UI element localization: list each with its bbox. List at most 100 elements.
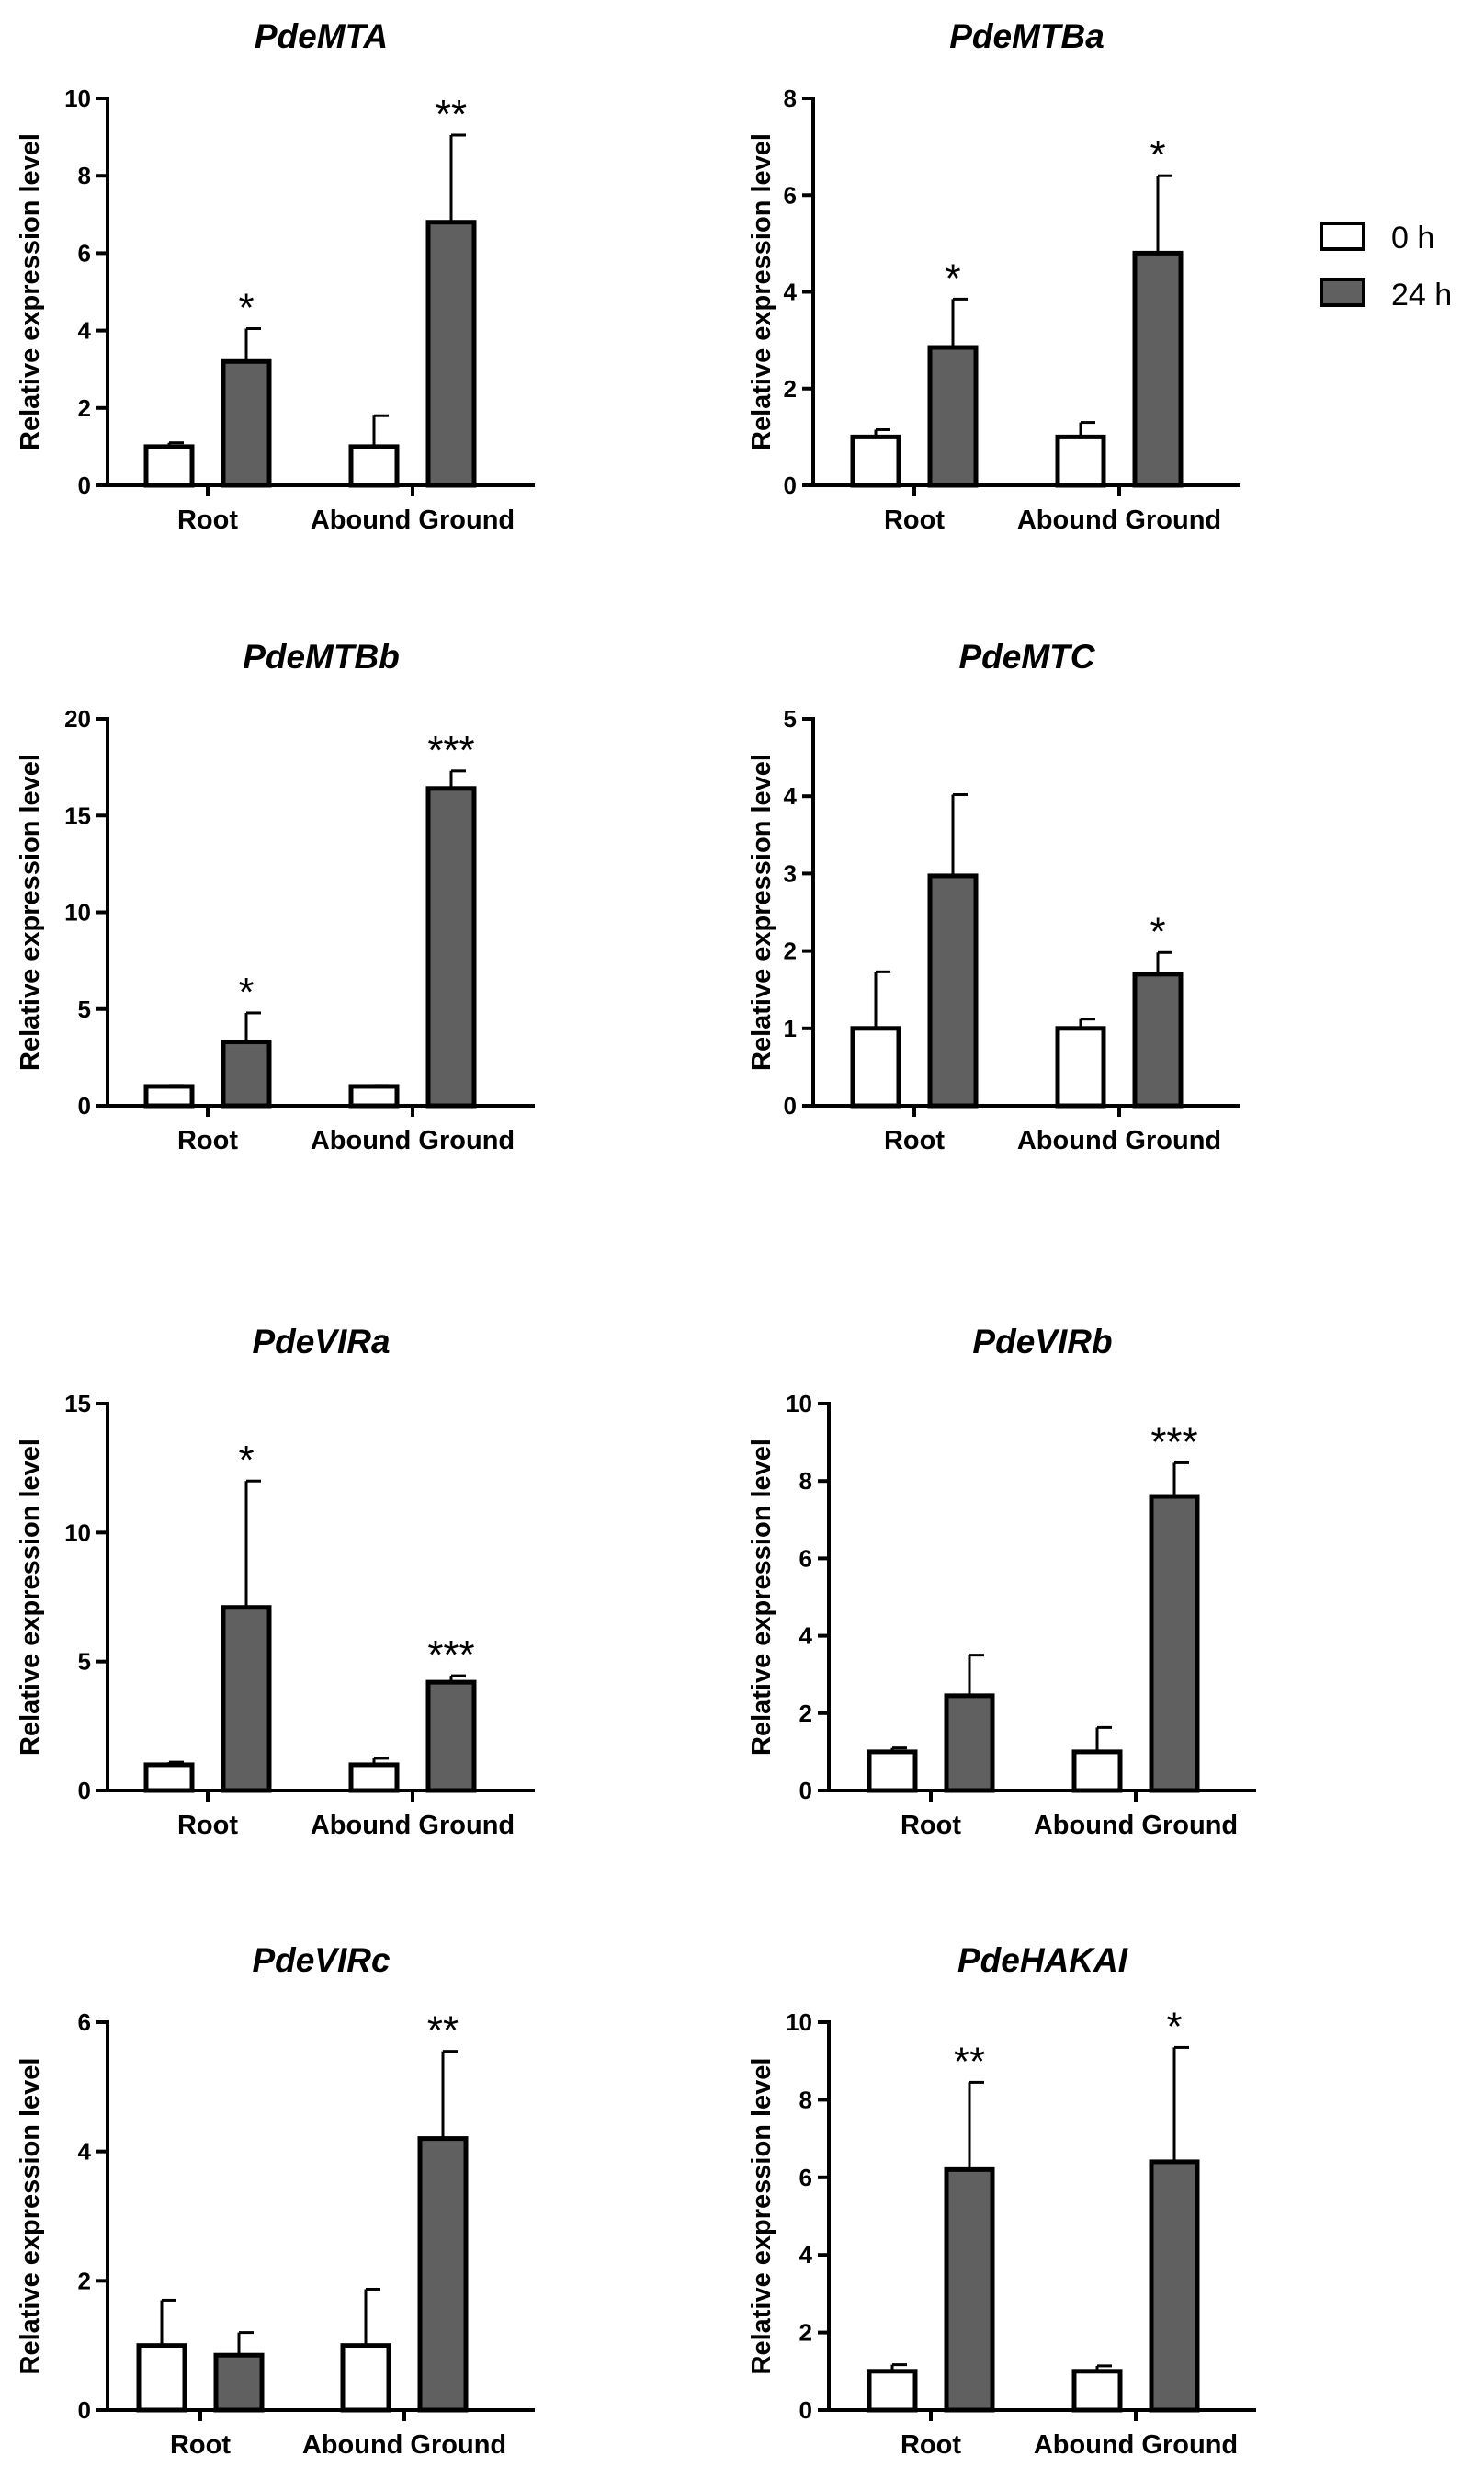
y-tick-label: 0	[78, 1092, 91, 1120]
bar-24h	[927, 873, 979, 1109]
bar-0h	[143, 1762, 195, 1793]
bar-24h	[425, 1679, 477, 1793]
bar-24h	[221, 358, 272, 488]
significance-mark: *	[945, 256, 960, 301]
bar-0h	[1055, 1026, 1106, 1109]
y-tick-label: 2	[799, 2319, 812, 2347]
significance-mark: **	[436, 92, 467, 137]
significance-mark: ***	[427, 1632, 474, 1677]
y-tick-label: 15	[64, 1390, 91, 1417]
y-tick-label: 4	[784, 782, 798, 810]
y-tick-label: 10	[64, 1518, 91, 1546]
significance-mark: *	[238, 970, 254, 1015]
y-tick-label: 20	[64, 705, 91, 733]
y-axis-label: Relative expression level	[747, 754, 776, 1071]
y-tick-label: 8	[784, 85, 797, 112]
bar-24h	[425, 786, 477, 1109]
x-tick-label: Root	[884, 1126, 945, 1155]
legend: 0 h 24 h	[1320, 221, 1452, 313]
legend-label-24h: 24 h	[1391, 278, 1452, 313]
y-tick-label: 2	[784, 375, 797, 403]
bar-0h	[340, 2343, 391, 2413]
chart-panel-pdehakai: PdeHAKAI Relative expression level 0 2 4 6 8 10…	[747, 1941, 1256, 2460]
bar-0h	[1071, 2369, 1123, 2413]
y-tick-label: 0	[784, 1092, 797, 1120]
chart-title: PdeMTC	[959, 638, 1096, 676]
y-tick-label: 0	[799, 1777, 812, 1804]
bar-0h	[143, 444, 195, 488]
bar-0h	[867, 1749, 918, 1793]
bar-24h	[1149, 2159, 1200, 2413]
y-axis-label: Relative expression level	[16, 133, 45, 450]
significance-mark: **	[427, 2008, 459, 2053]
bar-24h	[1149, 1494, 1200, 1793]
significance-mark: *	[1166, 2004, 1182, 2049]
y-axis-label: Relative expression level	[16, 754, 45, 1071]
x-tick-label: Root	[177, 1126, 238, 1155]
significance-mark: *	[238, 1438, 254, 1483]
x-tick-label: Root	[177, 506, 238, 535]
bar-0h	[867, 2369, 918, 2413]
y-tick-label: 5	[78, 1648, 91, 1676]
y-tick-label: 6	[799, 1544, 812, 1572]
significance-mark: *	[238, 285, 254, 330]
chart-panel-pdemtc: PdeMTC Relative expression level 0 1 2 3 4 5 Roo…	[747, 638, 1240, 1155]
y-tick-label: 4	[784, 279, 798, 306]
bar-24h	[944, 1693, 995, 1793]
y-tick-label: 4	[78, 317, 92, 345]
x-tick-label: Root	[170, 2430, 231, 2460]
chart-panel-pdemtbb: PdeMTBb Relative expression level 0 5 10 15 20…	[16, 638, 535, 1155]
bar-0h	[1071, 1749, 1123, 1793]
bar-0h	[1055, 434, 1106, 488]
bar-0h	[850, 1026, 901, 1109]
x-tick-label: Abound Ground	[302, 2430, 506, 2460]
y-tick-label: 6	[799, 2164, 812, 2191]
y-tick-label: 6	[784, 181, 797, 209]
significance-mark: *	[1150, 909, 1165, 954]
x-tick-label: Root	[177, 1811, 238, 1840]
x-tick-label: Abound Ground	[311, 1126, 515, 1155]
y-axis-label: Relative expression level	[16, 2058, 45, 2375]
y-tick-label: 8	[78, 162, 91, 189]
y-tick-label: 10	[786, 1390, 812, 1417]
y-tick-label: 5	[78, 995, 91, 1023]
bar-24h	[213, 2352, 265, 2413]
y-tick-label: 2	[78, 394, 91, 422]
y-tick-label: 10	[64, 85, 91, 112]
bar-24h	[221, 1605, 272, 1793]
y-tick-label: 0	[78, 472, 91, 499]
legend-label-0h: 0 h	[1391, 221, 1434, 256]
y-axis-label: Relative expression level	[747, 1439, 776, 1756]
y-tick-label: 6	[78, 2008, 91, 2036]
bar-0h	[348, 1762, 400, 1793]
bar-24h	[927, 345, 979, 488]
y-tick-label: 2	[78, 2267, 91, 2294]
bar-24h	[1132, 250, 1184, 488]
y-tick-label: 1	[784, 1015, 797, 1042]
chart-title: PdeMTBb	[243, 638, 400, 676]
chart-panel-pdemtba: PdeMTBa Relative expression level 0 2 4 6 8 Roo…	[747, 17, 1240, 535]
chart-panel-pdemta: PdeMTA Relative expression level 0 2 4 6 8 10 Ro…	[16, 17, 535, 535]
x-tick-label: Root	[884, 506, 945, 535]
chart-title: PdeMTBa	[949, 17, 1105, 55]
y-tick-label: 6	[78, 239, 91, 267]
y-axis-label: Relative expression level	[747, 133, 776, 450]
x-tick-label: Abound Ground	[1034, 2430, 1238, 2460]
legend-swatch-24h	[1320, 278, 1365, 307]
chart-panel-pdevirb: PdeVIRb Relative expression level 0 2 4 6 8 10 R…	[747, 1323, 1256, 1840]
bar-0h	[850, 434, 901, 488]
x-tick-label: Abound Ground	[1034, 1811, 1238, 1840]
legend-swatch-0h	[1320, 222, 1365, 251]
y-tick-label: 8	[799, 2086, 812, 2113]
bar-24h	[221, 1040, 272, 1109]
x-tick-label: Abound Ground	[311, 506, 515, 535]
significance-mark: ***	[1150, 1419, 1197, 1464]
y-tick-label: 8	[799, 1467, 812, 1495]
chart-title: PdeVIRa	[252, 1323, 390, 1360]
y-axis-label: Relative expression level	[747, 2058, 776, 2375]
bar-0h	[143, 1084, 195, 1109]
y-tick-label: 10	[786, 2008, 812, 2036]
x-tick-label: Abound Ground	[1017, 506, 1221, 535]
y-tick-label: 10	[64, 899, 91, 927]
